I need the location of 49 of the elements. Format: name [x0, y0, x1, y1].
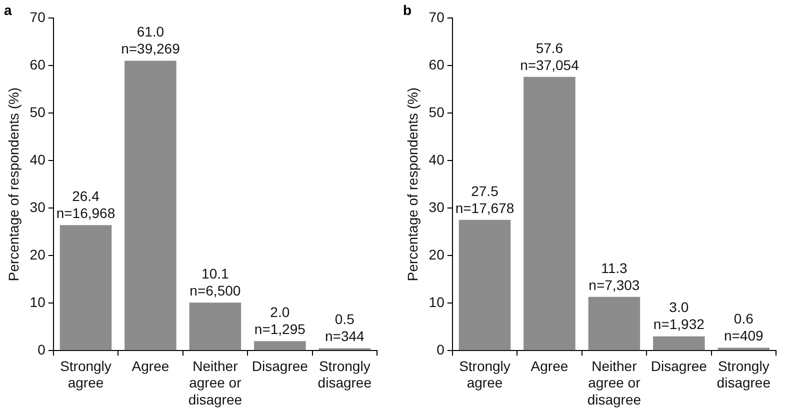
data-label: 2.0 n=1,295 — [254, 304, 306, 337]
bar — [524, 76, 576, 350]
y-tick-label: 60 — [30, 56, 46, 72]
x-tick-label: Strongly disagree — [716, 358, 771, 391]
y-tick-label: 60 — [428, 56, 445, 72]
bar — [254, 341, 306, 350]
x-tick-label: Strongly disagree — [318, 358, 372, 391]
y-tick-label: 0 — [38, 341, 46, 358]
x-tick-label: Strongly agree — [459, 358, 510, 391]
bar — [60, 225, 112, 350]
x-tick-label: Disagree — [650, 358, 708, 374]
data-label: 26.4 n=16,968 — [56, 188, 116, 222]
bar — [189, 302, 242, 350]
data-label: 10.1 n=6,500 — [190, 265, 241, 298]
x-tick-label: Neither agree or disagree — [587, 358, 642, 408]
x-tick-label: Agree — [530, 358, 568, 374]
y-tick-label: 20 — [428, 246, 445, 262]
y-tick-label: 40 — [428, 151, 445, 168]
y-tick-label: 10 — [30, 294, 46, 310]
data-label: 3.0 n=1,932 — [653, 299, 705, 332]
bar — [588, 296, 640, 350]
y-tick-label: 40 — [30, 151, 46, 168]
bar — [458, 220, 511, 350]
y-axis-title: Percentage of respondents (%) — [5, 87, 22, 282]
data-label: 11.3 n=7,303 — [588, 260, 640, 293]
data-label: 57.6 n=37,054 — [520, 40, 580, 73]
y-tick-label: 30 — [428, 198, 445, 215]
x-tick-label: Strongly agree — [60, 358, 112, 391]
y-axis-title: Percentage of respondents (%) — [404, 87, 420, 282]
chart-title: b — [403, 2, 412, 18]
y-tick-label: 20 — [30, 246, 46, 262]
x-tick-label: Agree — [132, 358, 170, 374]
y-tick-label: 10 — [428, 294, 445, 310]
y-tick-label: 50 — [428, 104, 445, 120]
chart-title: a — [4, 2, 12, 18]
bar — [718, 348, 770, 350]
x-tick-label: Neither agree or disagree — [188, 358, 242, 408]
data-label: 27.5 n=17,678 — [455, 182, 514, 216]
data-label: 61.0 n=39,269 — [121, 24, 180, 57]
y-tick-label: 70 — [428, 8, 445, 25]
data-label: 0.5 n=344 — [324, 311, 365, 344]
bar — [653, 336, 705, 350]
data-label: 0.6 n=409 — [724, 310, 764, 344]
y-tick-label: 70 — [30, 8, 46, 25]
x-tick-label: Disagree — [252, 358, 308, 374]
y-tick-label: 30 — [30, 198, 46, 215]
y-tick-label: 0 — [436, 341, 445, 358]
y-tick-label: 50 — [30, 104, 46, 120]
bar — [124, 60, 176, 350]
